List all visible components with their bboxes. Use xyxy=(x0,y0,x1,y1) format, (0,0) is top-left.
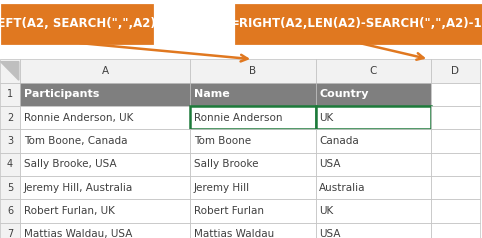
Bar xyxy=(316,153,431,176)
Bar xyxy=(431,59,480,83)
Bar xyxy=(316,106,431,129)
Text: Mattias Waldau: Mattias Waldau xyxy=(194,229,274,238)
Text: Australia: Australia xyxy=(319,183,365,193)
Text: UK: UK xyxy=(319,113,334,123)
Bar xyxy=(0,83,20,106)
Bar xyxy=(236,5,481,43)
Text: Sally Brooke, USA: Sally Brooke, USA xyxy=(24,159,116,169)
Bar xyxy=(431,176,480,199)
Text: 7: 7 xyxy=(7,229,13,238)
Text: Participants: Participants xyxy=(24,89,99,99)
Bar xyxy=(20,153,190,176)
Bar xyxy=(20,59,190,83)
Text: Tom Boone, Canada: Tom Boone, Canada xyxy=(24,136,127,146)
Bar xyxy=(316,83,431,106)
Text: A: A xyxy=(102,66,109,76)
Text: =RIGHT(A2,LEN(A2)-SEARCH(",",A2)-1): =RIGHT(A2,LEN(A2)-SEARCH(",",A2)-1) xyxy=(229,17,482,30)
Bar xyxy=(0,129,20,153)
Text: Robert Furlan, UK: Robert Furlan, UK xyxy=(24,206,115,216)
Text: =LEFT(A2, SEARCH(",",A2)-1): =LEFT(A2, SEARCH(",",A2)-1) xyxy=(0,17,174,30)
Text: Canada: Canada xyxy=(319,136,359,146)
Polygon shape xyxy=(0,62,19,80)
Bar xyxy=(431,106,480,129)
Text: UK: UK xyxy=(319,206,334,216)
Text: 5: 5 xyxy=(7,183,13,193)
Bar xyxy=(316,199,431,223)
Text: C: C xyxy=(370,66,377,76)
Bar xyxy=(20,83,190,106)
Bar xyxy=(190,59,316,83)
Bar xyxy=(20,176,190,199)
Bar xyxy=(431,83,480,106)
Bar xyxy=(316,176,431,199)
Text: 4: 4 xyxy=(7,159,13,169)
Bar xyxy=(316,223,431,238)
Bar xyxy=(2,5,152,43)
Bar xyxy=(0,223,20,238)
Text: 6: 6 xyxy=(7,206,13,216)
Text: Mattias Waldau, USA: Mattias Waldau, USA xyxy=(24,229,132,238)
Text: Robert Furlan: Robert Furlan xyxy=(194,206,264,216)
Bar xyxy=(431,199,480,223)
Bar xyxy=(190,129,316,153)
Text: USA: USA xyxy=(319,229,341,238)
Bar xyxy=(20,223,190,238)
Text: Name: Name xyxy=(194,89,229,99)
Bar xyxy=(0,199,20,223)
Text: USA: USA xyxy=(319,159,341,169)
Text: Sally Brooke: Sally Brooke xyxy=(194,159,258,169)
Bar xyxy=(190,176,316,199)
Bar xyxy=(190,199,316,223)
Text: 1: 1 xyxy=(7,89,13,99)
Bar xyxy=(20,199,190,223)
Bar xyxy=(190,153,316,176)
Text: Country: Country xyxy=(319,89,369,99)
Bar xyxy=(190,83,316,106)
Text: D: D xyxy=(452,66,459,76)
Bar xyxy=(431,223,480,238)
Bar xyxy=(190,106,316,129)
Bar xyxy=(316,129,431,153)
Bar xyxy=(431,129,480,153)
Text: Jeremy Hill, Australia: Jeremy Hill, Australia xyxy=(24,183,133,193)
Text: 3: 3 xyxy=(7,136,13,146)
Text: 2: 2 xyxy=(7,113,13,123)
Bar xyxy=(0,106,20,129)
Text: Tom Boone: Tom Boone xyxy=(194,136,251,146)
Bar xyxy=(0,153,20,176)
Bar xyxy=(431,153,480,176)
Text: B: B xyxy=(250,66,256,76)
Bar xyxy=(20,106,190,129)
Text: Jeremy Hill: Jeremy Hill xyxy=(194,183,250,193)
Bar xyxy=(0,176,20,199)
Bar xyxy=(0,59,20,83)
Bar xyxy=(190,223,316,238)
Text: Ronnie Anderson: Ronnie Anderson xyxy=(194,113,282,123)
Bar xyxy=(20,129,190,153)
Bar xyxy=(316,59,431,83)
Text: Ronnie Anderson, UK: Ronnie Anderson, UK xyxy=(24,113,133,123)
